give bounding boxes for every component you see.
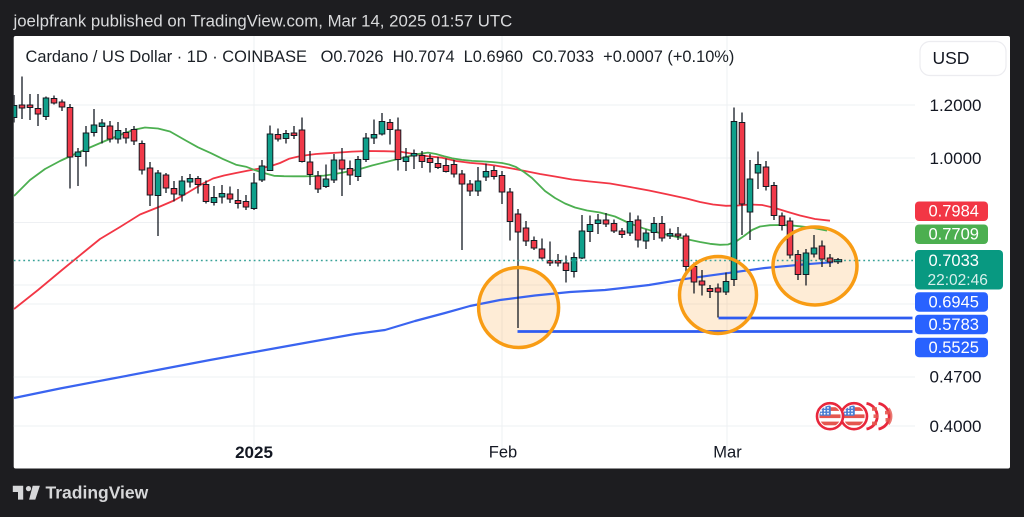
svg-text:0.5525: 0.5525 bbox=[929, 339, 979, 357]
svg-text:TradingView: TradingView bbox=[46, 483, 149, 503]
svg-text:0.7709: 0.7709 bbox=[929, 226, 979, 244]
svg-text:USD: USD bbox=[933, 48, 970, 68]
svg-text:22:02:46: 22:02:46 bbox=[928, 272, 988, 289]
svg-text:0.7033: 0.7033 bbox=[929, 252, 979, 270]
svg-text:2025: 2025 bbox=[235, 443, 273, 462]
svg-text:0.5783: 0.5783 bbox=[929, 316, 979, 334]
svg-text:1.0000: 1.0000 bbox=[930, 149, 982, 168]
svg-text:0.4700: 0.4700 bbox=[930, 368, 982, 387]
svg-text:0.7984: 0.7984 bbox=[929, 203, 979, 221]
svg-text:1.2000: 1.2000 bbox=[930, 96, 982, 115]
svg-text:Cardano / US Dollar · 1D · COI: Cardano / US Dollar · 1D · COINBASE O0.7… bbox=[26, 48, 735, 66]
svg-text:Mar: Mar bbox=[713, 444, 742, 462]
svg-text:joelpfrank published on Tradin: joelpfrank published on TradingView.com,… bbox=[13, 12, 513, 31]
svg-text:0.4000: 0.4000 bbox=[930, 417, 982, 436]
svg-text:Feb: Feb bbox=[489, 444, 517, 462]
svg-text:0.6945: 0.6945 bbox=[929, 293, 979, 311]
